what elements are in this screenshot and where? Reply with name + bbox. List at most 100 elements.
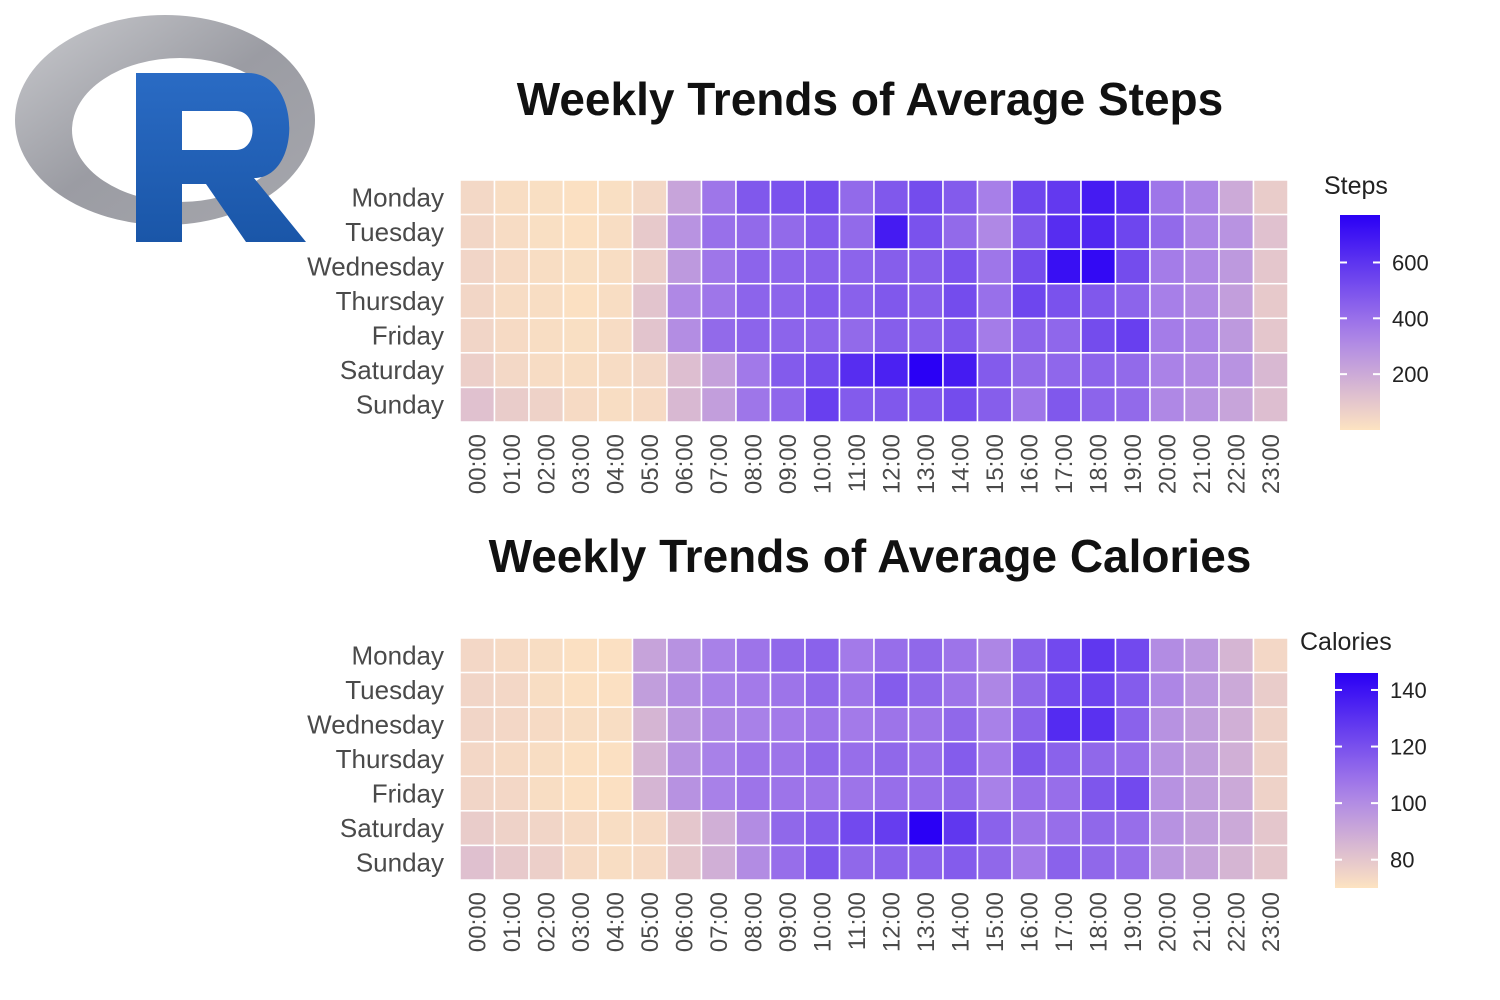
steps-heatmap-cell [1080, 213, 1117, 250]
steps-heatmap-cell [804, 282, 841, 320]
calories-heatmap-cell [1045, 810, 1082, 847]
steps-heatmap-cell [459, 352, 496, 389]
steps-heatmap-cell [1218, 282, 1255, 320]
calories-x-tick-label: 03:00 [568, 892, 595, 952]
steps-heatmap-cell [459, 213, 496, 250]
calories-heatmap-cell [804, 637, 841, 674]
calories-heatmap-cell [976, 740, 1013, 778]
steps-heatmap-cell [562, 213, 599, 250]
calories-heatmap-cell [493, 775, 530, 812]
calories-heatmap-cell [1218, 775, 1255, 812]
steps-heatmap-cell [666, 213, 703, 250]
calories-heatmap-cell [942, 810, 979, 847]
calories-heatmap-cell [942, 844, 979, 881]
calories-heatmap-cell [1149, 844, 1186, 881]
steps-heatmap-cell [1183, 386, 1220, 423]
calories-heatmap-cell [1011, 706, 1048, 743]
calories-x-tick-label: 08:00 [740, 892, 767, 952]
calories-heatmap-cell [1011, 844, 1048, 881]
calories-heatmap-cell [597, 810, 634, 847]
steps-legend-label: 400 [1392, 306, 1429, 331]
calories-heatmap-cell [562, 637, 599, 674]
calories-heatmap-cell [1114, 844, 1151, 881]
steps-heatmap-cell [1114, 179, 1151, 216]
calories-heatmap-cell [631, 637, 668, 674]
steps-heatmap-cell [597, 248, 634, 285]
calories-heatmap-cell [666, 810, 703, 847]
calories-heatmap-cell [666, 671, 703, 708]
calories-legend-label: 100 [1390, 791, 1427, 816]
steps-heatmap-cell [1149, 248, 1186, 285]
steps-heatmap-cell [1011, 386, 1048, 423]
steps-heatmap-cell [907, 386, 944, 423]
calories-x-tick-label: 14:00 [947, 892, 974, 952]
steps-heatmap-cell [769, 317, 806, 354]
steps-x-tick-label: 19:00 [1120, 434, 1147, 494]
calories-heatmap-cell [700, 706, 737, 743]
steps-x-tick-label: 00:00 [464, 434, 491, 494]
steps-heatmap-cell [459, 248, 496, 285]
calories-heatmap-cell [907, 671, 944, 708]
calories-heatmap-cell [1218, 810, 1255, 847]
steps-heatmap-cell [700, 352, 737, 389]
steps-heatmap-cell [942, 213, 979, 250]
calories-heatmap-cell [562, 775, 599, 812]
calories-heatmap-cell [873, 844, 910, 881]
steps-heatmap-cell [528, 386, 565, 423]
calories-heatmap-cell [1080, 706, 1117, 743]
calories-x-tick-label: 12:00 [878, 892, 905, 952]
calories-heatmap-cell [873, 810, 910, 847]
steps-heatmap-cell [493, 317, 530, 354]
steps-heatmap-cell [631, 352, 668, 389]
calories-heatmap-cell [1183, 706, 1220, 743]
calories-heatmap-cell [1114, 706, 1151, 743]
steps-heatmap-cell [1011, 282, 1048, 320]
calories-x-tick-label: 19:00 [1120, 892, 1147, 952]
calories-heatmap-cell [873, 637, 910, 674]
calories-x-tick-label: 01:00 [499, 892, 526, 952]
calories-heatmap-cell [459, 775, 496, 812]
steps-heatmap-cell [1080, 179, 1117, 216]
calories-heatmap-cell [528, 775, 565, 812]
calories-heatmap-cell [1011, 740, 1048, 778]
calories-heatmap-cell [735, 740, 772, 778]
calories-heatmap-cell [528, 810, 565, 847]
steps-heatmap-cell [1011, 317, 1048, 354]
calories-legend-colorbar [1335, 673, 1378, 888]
steps-x-tick-label: 23:00 [1258, 434, 1285, 494]
steps-heatmap-cell [735, 282, 772, 320]
calories-heatmap-cell [769, 810, 806, 847]
calories-heatmap-cell [597, 844, 634, 881]
steps-heatmap-cell [1114, 352, 1151, 389]
steps-heatmap-cell [1183, 317, 1220, 354]
calories-heatmap-cell [907, 775, 944, 812]
calories-heatmap-cell [873, 775, 910, 812]
calories-heatmap-cell [1218, 637, 1255, 674]
calories-heatmap-cell [1114, 637, 1151, 674]
steps-heatmap-cell [459, 179, 496, 216]
calories-heatmap-cell [838, 740, 875, 778]
calories-heatmap-cell [1183, 740, 1220, 778]
calories-chart-title: Weekly Trends of Average Calories [488, 530, 1252, 582]
steps-heatmap-cell [1183, 213, 1220, 250]
steps-heatmap-cell [666, 352, 703, 389]
steps-heatmap-cell [1080, 282, 1117, 320]
calories-heatmap-cell [942, 671, 979, 708]
calories-heatmap-cell [942, 740, 979, 778]
steps-heatmap-cell [769, 282, 806, 320]
steps-heatmap-cell [700, 179, 737, 216]
calories-heatmap-cell [804, 740, 841, 778]
steps-heatmap-cell [1149, 352, 1186, 389]
steps-legend-colorbar [1340, 215, 1380, 430]
calories-heatmap-cell [631, 775, 668, 812]
steps-heatmap-cell [907, 352, 944, 389]
calories-heatmap-cell [735, 671, 772, 708]
steps-heatmap-cell [1114, 213, 1151, 250]
steps-heatmap-cell [873, 386, 910, 423]
steps-chart-panel: Weekly Trends of Average Steps Monday Tue… [307, 73, 1429, 494]
calories-heatmap-cell [493, 740, 530, 778]
calories-heatmap-cell [562, 844, 599, 881]
steps-heatmap-cell [838, 386, 875, 423]
steps-heatmap-cell [562, 179, 599, 216]
steps-heatmap-cell [1218, 386, 1255, 423]
